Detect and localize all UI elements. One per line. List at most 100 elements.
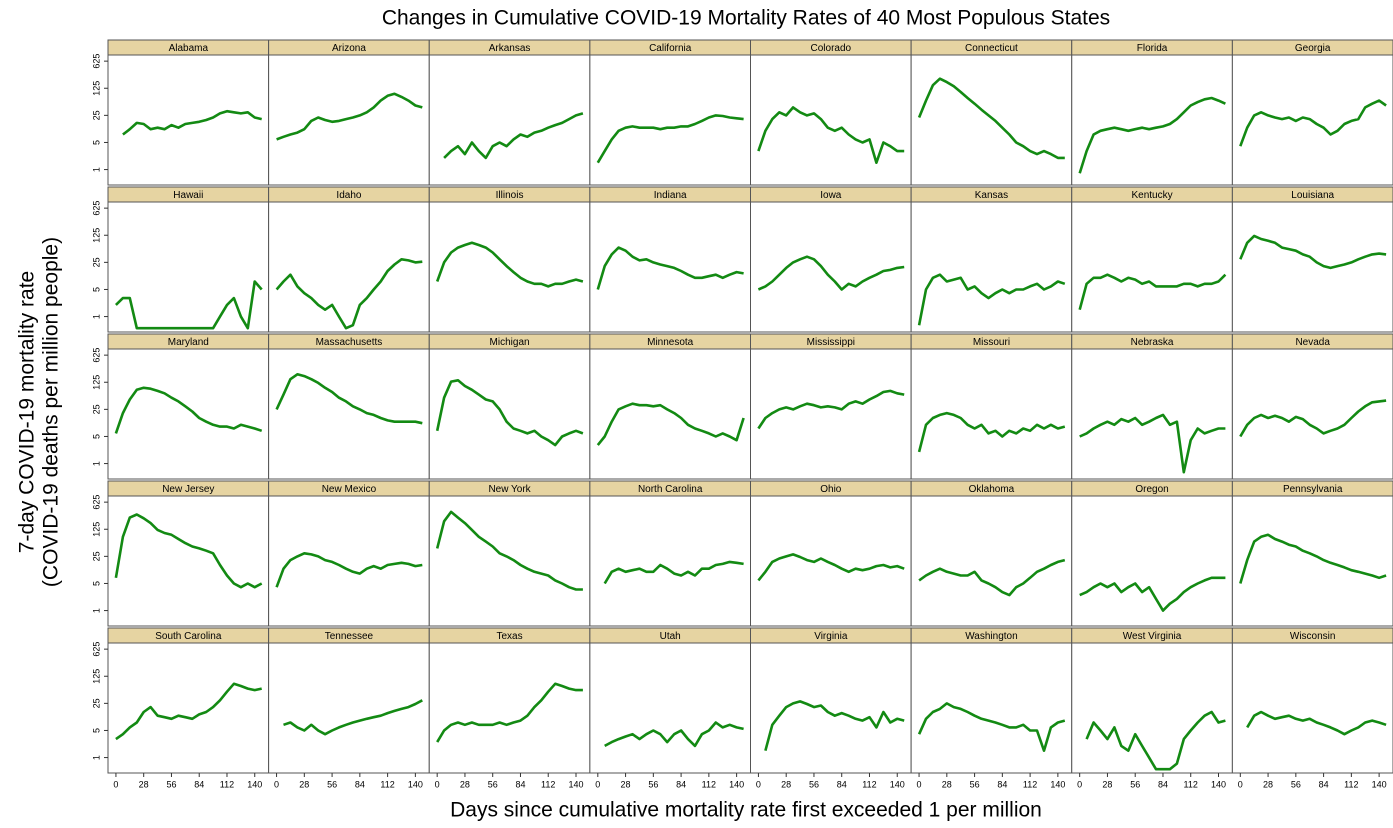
panel [750,642,912,774]
x-tick-label: 140 [247,779,262,789]
x-tick-label: 140 [1050,779,1065,789]
x-tick-label: 84 [676,779,686,789]
data-line [757,106,905,164]
panel-title: Virginia [814,631,848,642]
panel-title: Indiana [654,190,687,201]
y-tick-label: 625 [91,54,101,69]
x-tick-label: 84 [515,779,525,789]
y-tick-label: 5 [91,581,101,586]
panel-title: Nevada [1295,337,1330,348]
panel [589,348,751,480]
y-tick-label: 25 [91,698,101,708]
data-line [114,386,263,434]
y-tick-label: 25 [91,257,101,267]
x-tick-label: 84 [355,779,365,789]
data-line [1078,96,1226,174]
panel-title: West Virginia [1123,631,1182,642]
panel [1071,348,1233,480]
data-line [603,560,744,585]
data-line [917,77,1065,160]
y-tick-label: 1 [91,755,101,760]
x-tick-label: 0 [435,779,440,789]
data-line [1239,234,1387,270]
panel [750,348,912,480]
data-line [757,255,905,291]
data-line [757,553,905,582]
x-tick-label: 112 [702,779,716,789]
x-tick-label: 140 [890,779,905,789]
panel [750,201,912,333]
x-tick-label: 112 [1344,779,1358,789]
y-tick-label: 625 [91,348,101,363]
x-axis-label: Days since cumulative mortality rate fir… [450,799,1042,822]
panel-title: Illinois [496,190,524,201]
panel-title: North Carolina [638,484,703,495]
data-line [275,258,423,330]
panel [910,201,1073,333]
panel-title: Georgia [1295,43,1331,54]
panel [1231,201,1393,333]
panel-title: Louisiana [1291,190,1334,201]
x-tick-label: 56 [809,779,819,789]
y-tick-label: 125 [91,375,101,390]
data-line [114,513,263,589]
x-tick-label: 28 [942,779,952,789]
panel [107,201,270,333]
panel-title: Maryland [168,337,209,348]
panel [107,642,270,774]
x-tick-label: 84 [997,779,1007,789]
panel [428,642,591,774]
panel-title: Florida [1137,43,1168,54]
data-line [1085,710,1226,771]
panel-title: Colorado [811,43,852,54]
panel-title: Kansas [975,190,1008,201]
x-tick-label: 84 [194,779,204,789]
data-line [1239,399,1387,438]
panel [1231,642,1393,774]
panel [589,54,751,186]
data-line [436,682,583,743]
panel-title: Missouri [973,337,1010,348]
y-tick-label: 5 [91,287,101,292]
x-tick-label: 0 [595,779,600,789]
panel-title: Utah [660,631,681,642]
data-line [435,379,584,447]
x-tick-label: 0 [274,779,279,789]
panel-title: Connecticut [965,43,1018,54]
panel-title: Ohio [820,484,842,495]
panel-title: Minnesota [647,337,694,348]
data-line [596,402,745,446]
data-line [596,114,744,164]
panel [268,495,430,627]
panel-title: Wisconsin [1290,631,1336,642]
data-line [435,241,584,288]
data-line [1239,99,1387,147]
data-line [764,700,905,752]
data-line [1079,413,1226,474]
panel-title: New Jersey [162,484,214,495]
data-line [275,552,423,588]
panel-title: Hawaii [173,190,203,201]
x-tick-label: 0 [113,779,118,789]
data-line [1246,710,1387,736]
x-tick-label: 112 [862,779,876,789]
panel-title: Arizona [332,43,366,54]
x-tick-label: 140 [729,779,744,789]
data-line [115,682,262,741]
panel [910,348,1073,480]
data-line [1079,576,1226,612]
panel [910,54,1073,186]
panel-title: Michigan [490,337,530,348]
data-line [757,389,905,430]
panel-title: Kentucky [1131,190,1172,201]
y-tick-label: 1 [91,314,101,319]
panel-title: South Carolina [155,631,222,642]
y-tick-label: 1 [91,461,101,466]
y-tick-label: 625 [91,495,101,510]
panel [750,495,912,627]
panel [910,495,1073,627]
x-tick-label: 28 [781,779,791,789]
x-tick-label: 56 [1291,779,1301,789]
data-line [1239,533,1387,584]
